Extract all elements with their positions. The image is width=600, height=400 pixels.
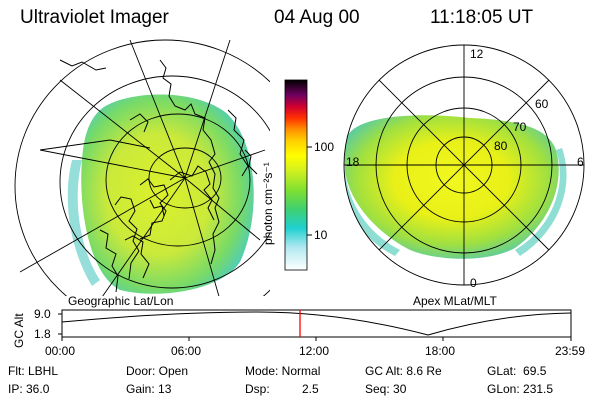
left-panel-caption: Geographic Lat/Lon bbox=[68, 294, 174, 308]
dsp-value: 2.5 bbox=[302, 382, 319, 396]
timeline-xtick-1200: 12:00 bbox=[299, 344, 330, 358]
colorbar-tick-10: 10 bbox=[314, 228, 328, 242]
colorbar-tick-100: 100 bbox=[314, 140, 335, 154]
colorbar-unit: photon cm⁻²s⁻¹ bbox=[261, 162, 275, 245]
geographic-map bbox=[14, 39, 270, 296]
time-label: 11:18:05 UT bbox=[430, 7, 534, 28]
seq-info: Seq: 30 bbox=[365, 382, 407, 396]
gc-alt-info: GC Alt: 8.6 Re bbox=[365, 364, 442, 378]
glat-info: GLat: 69.5 bbox=[487, 364, 547, 378]
right-panel-caption: Apex MLat/MLT bbox=[413, 294, 497, 308]
mlat-label-60: 60 bbox=[535, 97, 549, 111]
mlt-label-6: 6 bbox=[577, 155, 584, 169]
timeline-plot bbox=[58, 309, 572, 341]
colorbar bbox=[284, 79, 312, 271]
filter-info: Flt: LBHL bbox=[8, 364, 59, 378]
mode-info: Mode: Normal bbox=[245, 364, 321, 378]
dsp-label: Dsp: bbox=[245, 382, 270, 396]
date-label: 04 Aug 00 bbox=[274, 7, 360, 28]
glon-info: GLon: 231.5 bbox=[487, 382, 554, 396]
timeline-xtick-0000: 00:00 bbox=[45, 344, 76, 358]
timeline-ytick-high: 9.0 bbox=[34, 307, 51, 321]
instrument-title: Ultraviolet Imager bbox=[20, 7, 169, 28]
timeline-ytick-low: 1.8 bbox=[34, 327, 51, 341]
mlat-label-70: 70 bbox=[513, 120, 527, 134]
timeline-ylabel: GC Alt bbox=[12, 313, 26, 348]
mlt-label-12: 12 bbox=[470, 47, 484, 61]
ip-info: IP: 36.0 bbox=[8, 382, 50, 396]
gain-info: Gain: 13 bbox=[126, 382, 172, 396]
mlt-label-0: 0 bbox=[470, 276, 477, 290]
door-info: Door: Open bbox=[126, 364, 189, 378]
timeline-xtick-1800: 18:00 bbox=[425, 344, 456, 358]
timeline-xtick-0600: 06:00 bbox=[171, 344, 202, 358]
timeline-xtick-2359: 23:59 bbox=[555, 344, 586, 358]
polar-plot bbox=[343, 44, 585, 286]
mlt-label-18: 18 bbox=[346, 155, 360, 169]
mlat-label-80: 80 bbox=[494, 139, 508, 153]
